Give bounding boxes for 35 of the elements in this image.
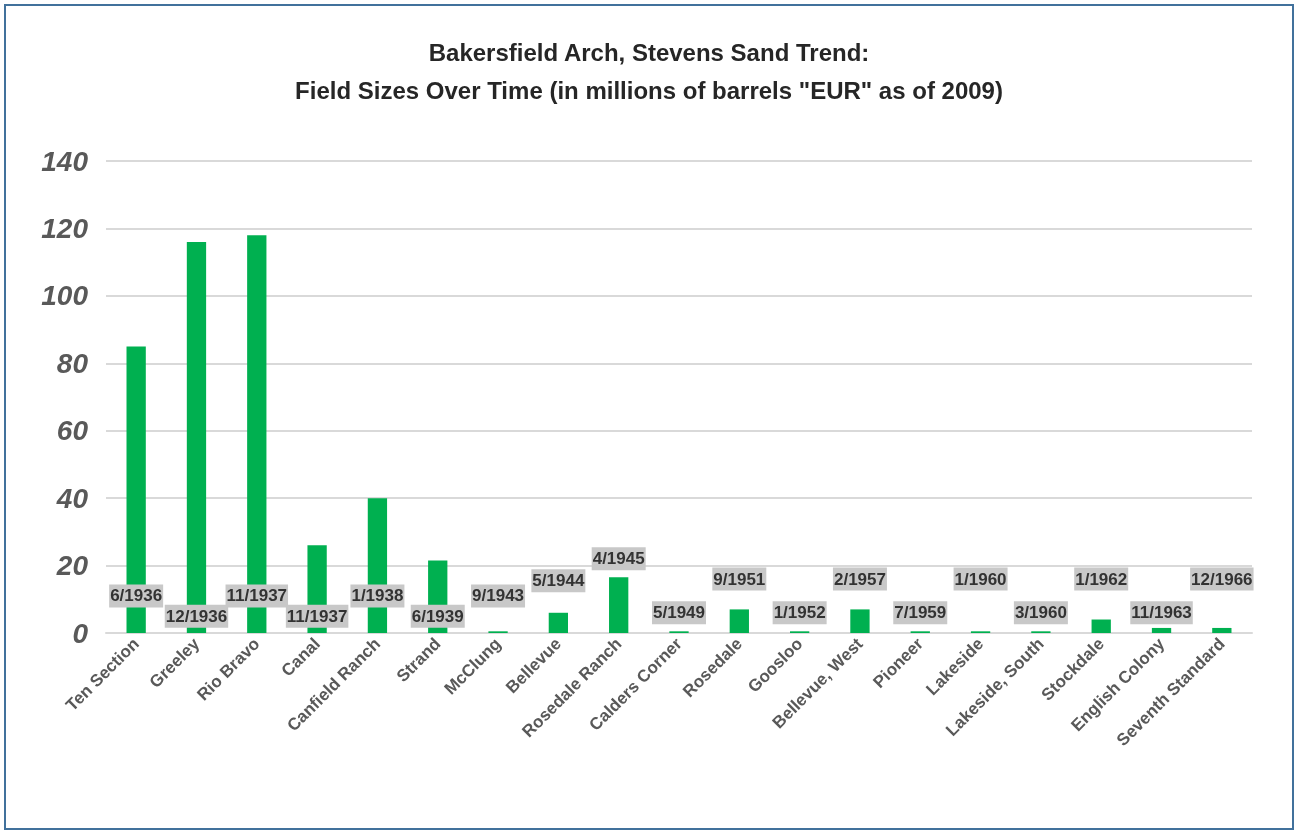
bar [609,577,629,633]
annotation: 3/1960 [1014,603,1067,623]
annotation: 1/1962 [1075,569,1128,589]
y-tick-label: 0 [72,617,89,649]
bar [1091,619,1111,633]
y-tick-label: 60 [56,415,89,447]
y-tick-label: 80 [56,347,89,379]
bar [1151,627,1172,633]
annotation: 11/1963 [1131,603,1192,623]
annotation: 5/1949 [653,603,705,623]
annotation: 7/1959 [894,603,947,623]
annotation: 6/1936 [110,586,163,606]
annotation: 1/1952 [773,603,826,623]
y-tick-label: 40 [55,482,89,514]
annotation: 4/1945 [592,549,645,569]
bar [548,612,569,633]
y-tick-label: 140 [41,145,89,177]
annotation: 11/1937 [286,606,348,626]
annotation: 1/1960 [954,569,1007,589]
annotation: 12/1936 [165,606,228,626]
y-tick-label: 120 [41,212,89,244]
y-tick-label: 100 [41,280,89,312]
annotation: 2/1957 [833,569,886,589]
annotation: 6/1939 [411,606,464,626]
annotation: 11/1937 [226,586,288,606]
annotation: 12/1966 [1191,569,1253,589]
bar [850,609,870,633]
annotation: 9/1951 [713,569,766,589]
annotation: 5/1944 [532,571,585,591]
bar [1212,627,1232,633]
chart-title: Bakersfield Arch, Stevens Sand Trend: Field Sizes Over Time (in millions of barrels "EUR" as of 2009) [295,38,1003,104]
annotation: 1/1938 [351,586,404,606]
annotation: 9/1943 [472,586,525,606]
bar [729,609,749,633]
y-tick-label: 20 [55,550,89,582]
